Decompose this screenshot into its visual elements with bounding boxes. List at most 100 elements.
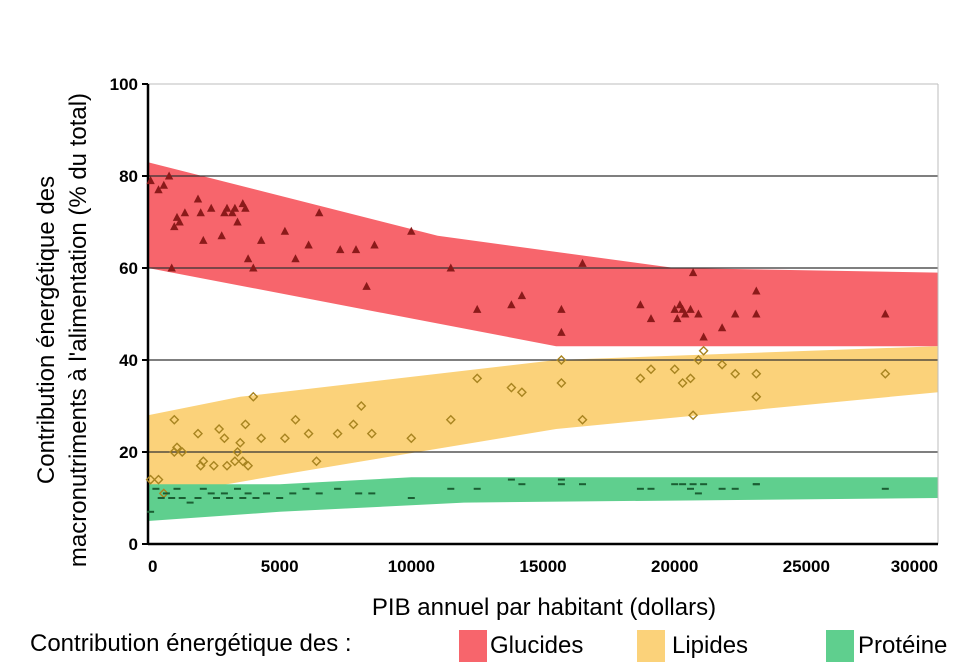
point-glucides-7 <box>175 217 184 226</box>
point-glucides-49 <box>694 309 703 318</box>
y-tick-label: 20 <box>119 443 138 462</box>
point-glucides-25 <box>291 254 300 263</box>
point-proteine-43 <box>731 487 739 490</box>
point-glucides-34 <box>473 304 482 313</box>
point-lipides-22 <box>279 433 290 444</box>
point-proteine-2 <box>157 497 165 499</box>
point-lipides-48 <box>751 368 762 379</box>
x-tick-label: 20000 <box>651 557 698 576</box>
point-glucides-18 <box>233 217 242 226</box>
legend-label-lipides: Lipides <box>672 632 748 659</box>
point-lipides-37 <box>577 414 588 425</box>
point-proteine-20 <box>289 492 297 495</box>
point-glucides-48 <box>688 268 698 277</box>
point-lipides-46 <box>717 359 728 370</box>
point-proteine-10 <box>207 492 215 495</box>
gridlines <box>148 83 939 544</box>
legend-swatch-lipides <box>637 630 665 662</box>
point-glucides-1 <box>154 185 163 194</box>
point-glucides-47 <box>686 304 695 313</box>
point-proteine-31 <box>557 483 565 486</box>
point-lipides-31 <box>445 414 456 425</box>
point-proteine-0 <box>147 510 155 513</box>
point-glucides-15 <box>222 203 232 212</box>
y-tick-labels: 0 20 40 60 80 100 <box>110 75 138 554</box>
point-lipides-44 <box>693 355 704 365</box>
point-glucides-16 <box>228 208 237 217</box>
point-proteine-4 <box>168 497 176 499</box>
point-glucides-30 <box>362 281 371 290</box>
point-lipides-34 <box>516 387 527 398</box>
point-proteine-12 <box>220 492 228 495</box>
point-lipides-28 <box>356 401 367 411</box>
point-lipides-16 <box>235 437 246 448</box>
point-proteine-7 <box>186 501 194 504</box>
point-glucides-39 <box>578 258 587 267</box>
point-proteine-17 <box>252 497 260 499</box>
point-proteine-33 <box>579 483 586 486</box>
point-glucides-2 <box>159 180 168 189</box>
point-lipides-3 <box>169 414 180 425</box>
point-lipides-42 <box>685 373 696 384</box>
point-proteine-39 <box>689 483 697 486</box>
band-lipides <box>148 346 938 498</box>
point-proteine-1 <box>152 487 160 490</box>
point-glucides-13 <box>217 231 226 240</box>
point-lipides-47 <box>730 368 741 379</box>
band-proteine <box>148 477 938 521</box>
point-glucides-21 <box>243 254 253 263</box>
point-proteine-23 <box>334 487 342 490</box>
point-proteine-5 <box>173 487 181 490</box>
point-lipides-50 <box>880 368 891 379</box>
point-lipides-5 <box>172 442 182 453</box>
x-axis-label: PIB annuel par habitant (dollars) <box>372 594 716 621</box>
point-lipides-14 <box>229 456 240 467</box>
point-glucides-22 <box>249 263 258 272</box>
point-glucides-5 <box>170 222 179 231</box>
point-glucides-41 <box>646 314 656 323</box>
point-glucides-23 <box>257 235 266 244</box>
point-proteine-38 <box>687 487 694 490</box>
point-proteine-13 <box>226 497 234 499</box>
point-proteine-30 <box>518 483 526 486</box>
point-lipides-36 <box>556 378 567 388</box>
point-glucides-35 <box>507 300 516 309</box>
point-lipides-0 <box>145 474 156 485</box>
y-axis-label-line2: macronutriments à l'alimentation (% du t… <box>65 93 92 567</box>
point-lipides-6 <box>177 447 188 457</box>
legend: Contribution énergétique des : Glucides … <box>30 630 947 662</box>
point-lipides-27 <box>348 419 359 430</box>
point-lipides-30 <box>406 433 417 444</box>
point-proteine-37 <box>679 483 687 486</box>
y-tick-label: 60 <box>119 259 138 278</box>
legend-label-proteine: Protéine <box>858 632 947 659</box>
point-glucides-51 <box>717 323 727 332</box>
point-glucides-43 <box>673 314 682 323</box>
point-lipides-29 <box>366 428 377 439</box>
point-glucides-14 <box>220 208 229 217</box>
point-glucides-28 <box>336 245 345 254</box>
point-lipides-23 <box>290 414 301 425</box>
point-glucides-3 <box>164 171 174 180</box>
x-tick-label: 30000 <box>891 557 938 576</box>
point-lipides-43 <box>688 410 699 421</box>
axes <box>142 83 938 546</box>
point-glucides-17 <box>230 203 240 212</box>
point-glucides-55 <box>881 309 890 318</box>
point-proteine-14 <box>234 487 241 490</box>
legend-title: Contribution énergétique des : <box>30 630 352 657</box>
point-lipides-24 <box>303 428 314 439</box>
point-glucides-9 <box>193 194 203 203</box>
point-lipides-33 <box>506 382 517 393</box>
point-glucides-12 <box>207 203 216 212</box>
point-proteine-15 <box>239 497 247 499</box>
point-proteine-25 <box>368 492 376 495</box>
point-proteine-26 <box>407 497 415 499</box>
point-proteine-34 <box>636 487 644 490</box>
x-tick-label: 10000 <box>388 557 435 576</box>
point-proteine-3 <box>162 492 170 495</box>
point-proteine-45 <box>752 483 760 486</box>
confidence-bands <box>148 162 938 521</box>
point-lipides-20 <box>248 391 259 402</box>
y-tick-label: 40 <box>119 351 138 370</box>
